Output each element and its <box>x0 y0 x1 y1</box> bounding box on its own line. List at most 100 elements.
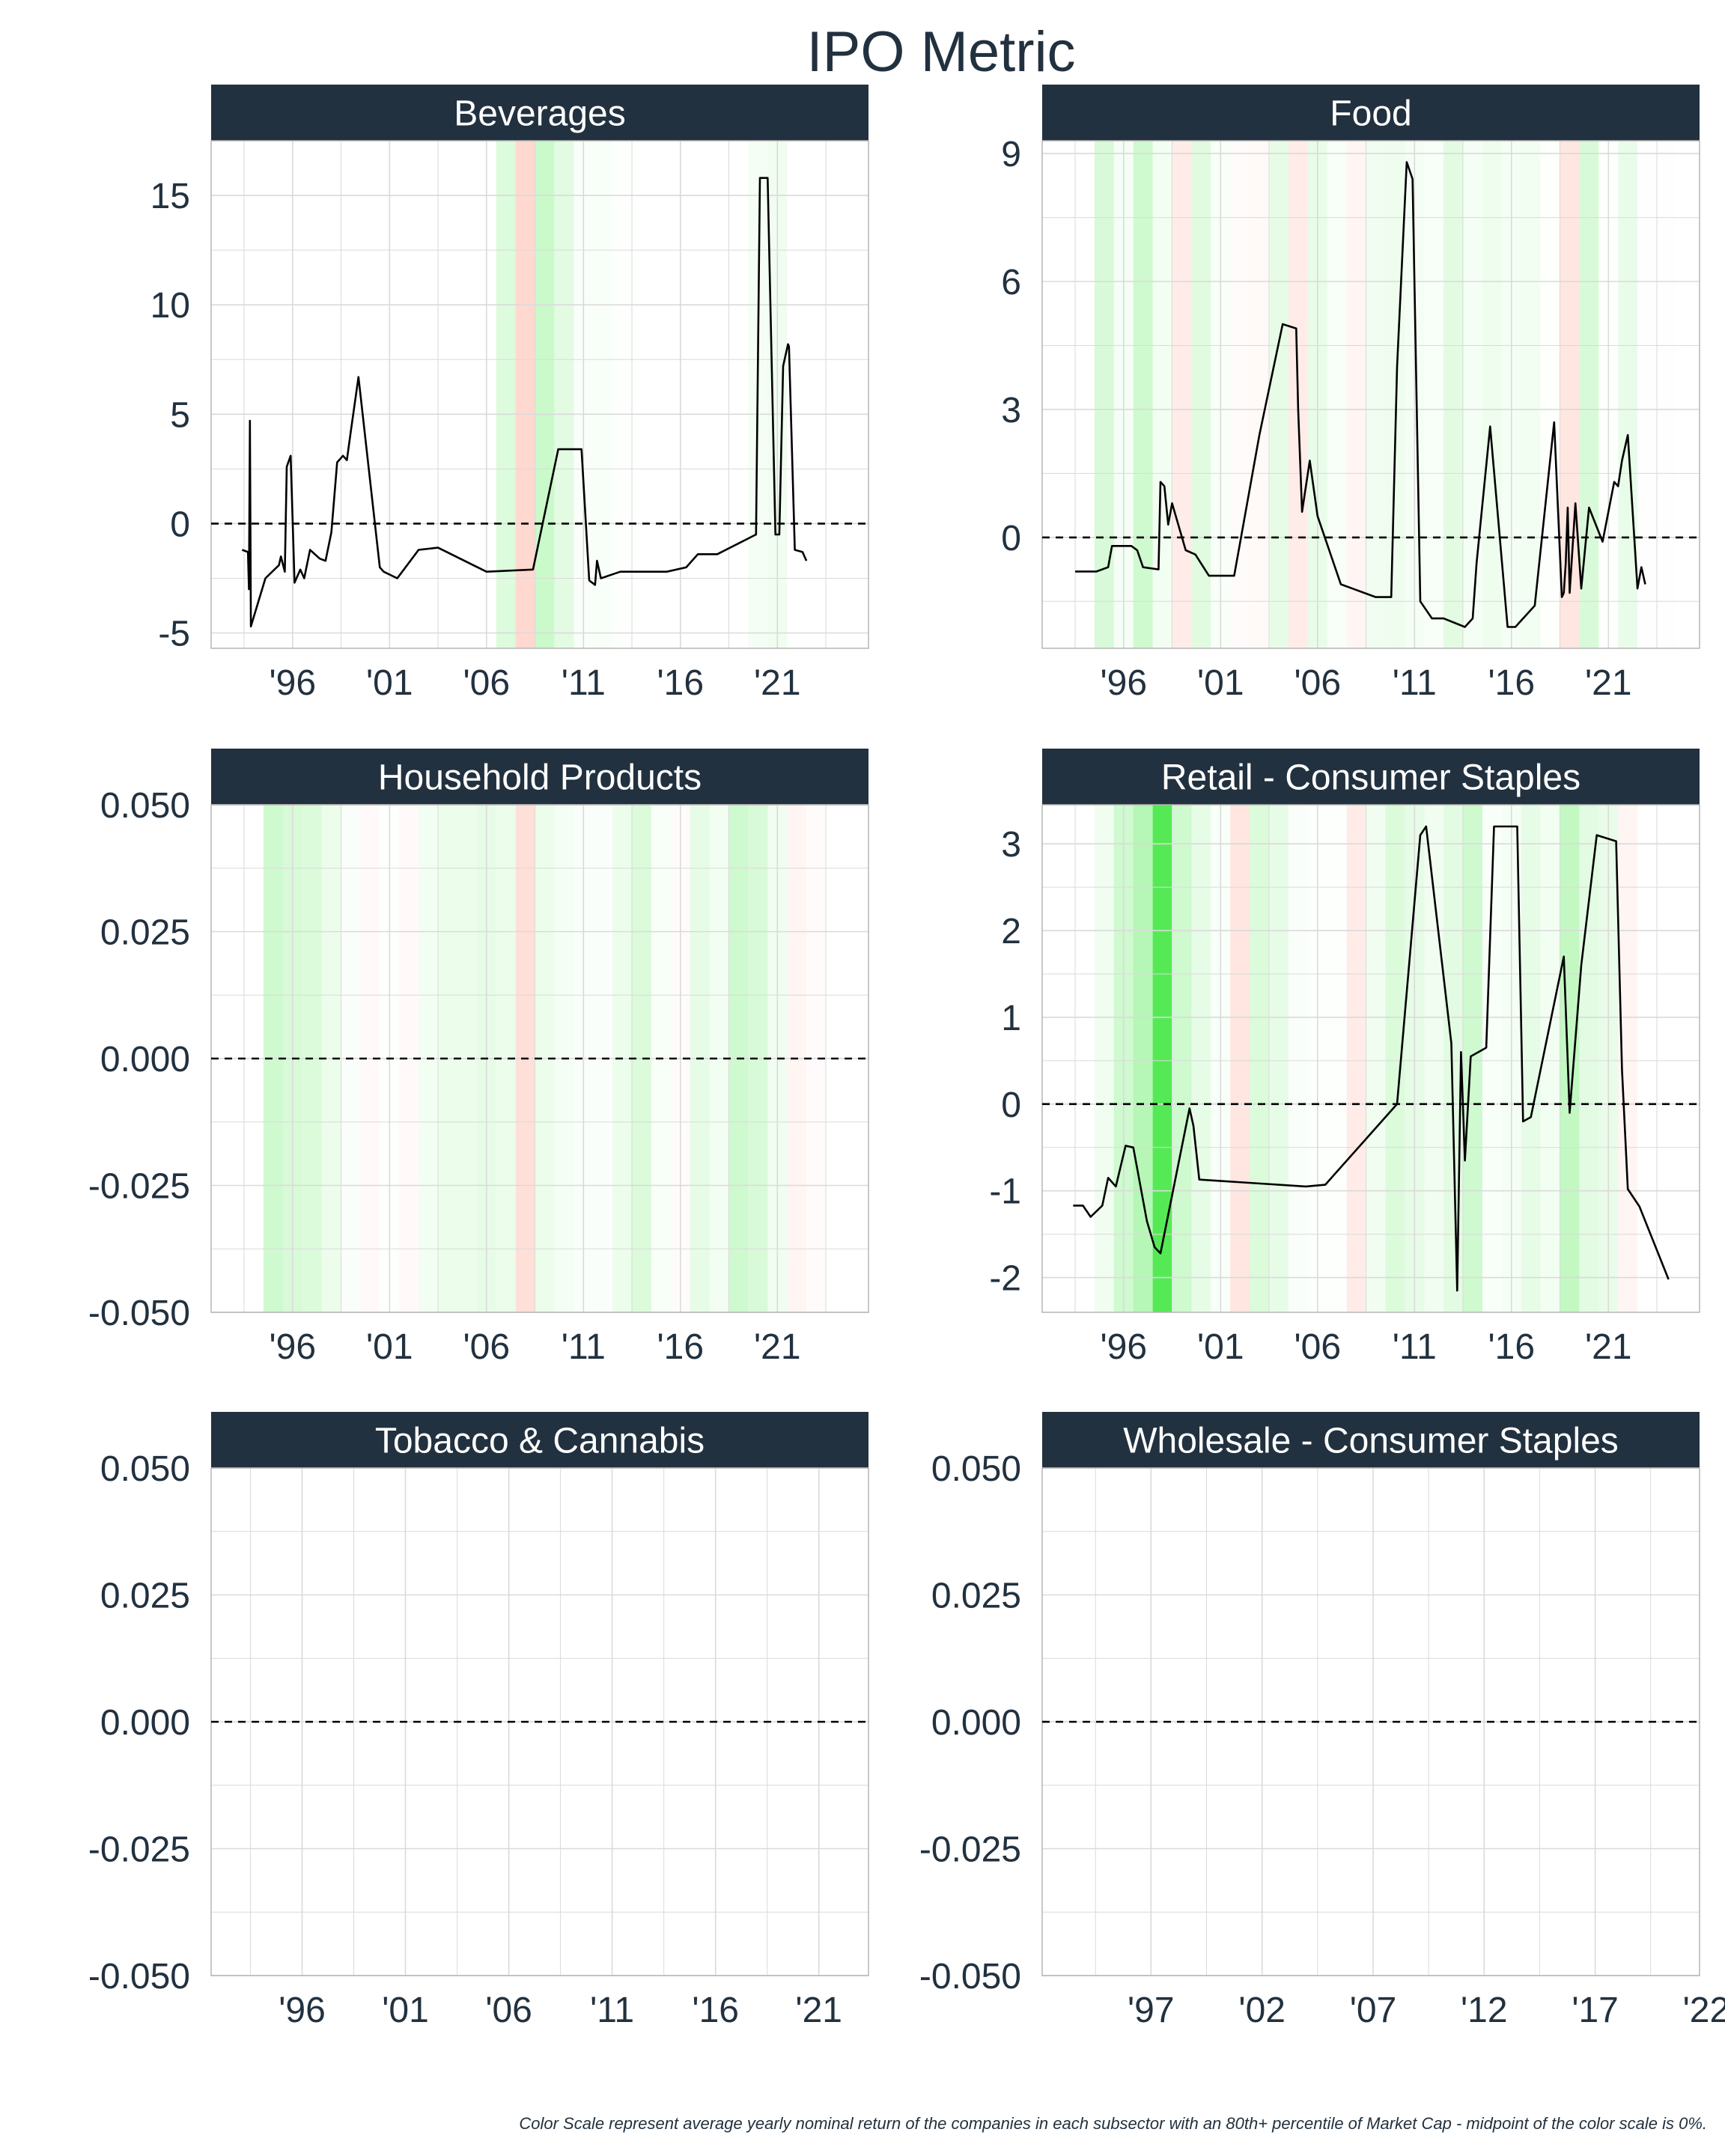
y-tick-label: 0.000 <box>100 1703 190 1743</box>
color-band <box>1366 141 1386 648</box>
color-band <box>1172 141 1192 648</box>
color-band <box>1250 141 1269 648</box>
x-tick-label: '96 <box>279 1991 326 2030</box>
grid <box>1042 805 1700 1312</box>
facet-title: Household Products <box>378 758 702 798</box>
color-band <box>1521 805 1541 1312</box>
color-bands <box>1094 141 1676 648</box>
x-tick-label: '16 <box>657 1327 705 1367</box>
color-band <box>1094 805 1114 1312</box>
x-tick-label: '01 <box>366 663 413 703</box>
x-tick-label: '06 <box>1294 663 1342 703</box>
color-band <box>1657 141 1676 648</box>
facet-panel: Wholesale - Consumer Staples '97 '02 '07 '12… <box>919 1412 1725 2030</box>
x-tick-label: '01 <box>366 1327 413 1367</box>
color-bands <box>496 141 788 648</box>
color-band <box>1289 805 1308 1312</box>
color-band <box>1250 805 1269 1312</box>
y-tick-label: 0.050 <box>100 786 190 826</box>
series-line <box>1073 825 1670 1292</box>
x-tick-label: '12 <box>1461 1991 1508 2030</box>
facet-title: Beverages <box>454 94 625 134</box>
series-line <box>241 177 808 628</box>
x-tick-label: '16 <box>1488 1327 1536 1367</box>
x-tick-label: '02 <box>1238 1991 1286 2030</box>
y-tick-label: 0.025 <box>100 913 190 953</box>
y-tick-label: -5 <box>158 615 190 654</box>
color-band <box>1560 805 1580 1312</box>
y-tick-label: 0.025 <box>100 1577 190 1616</box>
color-band <box>1443 805 1463 1312</box>
panel-border <box>1041 140 1700 649</box>
series-line <box>1075 161 1646 628</box>
color-band <box>1521 141 1541 648</box>
facet-strip <box>1042 85 1700 141</box>
y-tick-label: -1 <box>989 1172 1021 1212</box>
x-tick-label: '22 <box>1683 1991 1725 2030</box>
panel-border <box>1041 804 1700 1313</box>
y-tick-label: 5 <box>170 395 190 435</box>
facet-strip <box>1042 749 1700 805</box>
color-band <box>1346 805 1366 1312</box>
x-tick-label: '96 <box>1101 663 1148 703</box>
color-band <box>1579 805 1599 1312</box>
y-tick-label: 9 <box>1001 135 1021 174</box>
facet-title: Retail - Consumer Staples <box>1161 758 1581 798</box>
facet-panel: Household Products '96 '01 '06 '11 '16 '21 -0.0… <box>88 749 869 1367</box>
color-band <box>1133 805 1153 1312</box>
y-tick-label: 0.000 <box>100 1040 190 1079</box>
x-tick-label: '21 <box>1585 1327 1632 1367</box>
y-tick-label: -0.050 <box>88 1957 190 1997</box>
y-tick-label: 0 <box>170 505 190 544</box>
y-tick-label: 1 <box>1001 999 1021 1038</box>
y-tick-label: -0.050 <box>88 1294 190 1333</box>
color-band <box>535 141 555 648</box>
color-band <box>1424 805 1444 1312</box>
x-tick-label: '11 <box>562 663 606 703</box>
x-tick-label: '11 <box>590 1991 634 2030</box>
x-tick-label: '06 <box>463 1327 511 1367</box>
x-tick-label: '97 <box>1128 1991 1175 2030</box>
facet-panel: Tobacco & Cannabis '96 '01 '06 '11 '16 '21 -0.0… <box>88 1412 869 2030</box>
color-band <box>1191 141 1211 648</box>
facet-strip <box>211 749 868 805</box>
x-tick-label: '11 <box>1393 1327 1437 1367</box>
color-band <box>1152 805 1172 1312</box>
y-tick-label: 10 <box>150 286 190 326</box>
y-tick-label: 0.025 <box>931 1577 1021 1616</box>
color-band <box>1541 141 1560 648</box>
figure-title: IPO Metric <box>807 20 1076 84</box>
y-tick-label: 0 <box>1001 519 1021 558</box>
facet-panel: Food '96 '01 '06 '11 '16 '21 0 3 6 9 <box>1001 85 1700 703</box>
x-tick-label: '21 <box>795 1991 842 2030</box>
facet-strip <box>211 1412 868 1468</box>
y-tick-label: 6 <box>1001 263 1021 302</box>
facet-panel: Beverages '96 '01 '06 '11 '16 '21 -5 0 5 10 15 <box>150 85 869 703</box>
facet-strip <box>211 85 868 141</box>
x-tick-label: '01 <box>382 1991 429 2030</box>
color-band <box>1269 141 1289 648</box>
facet-panels: Beverages'96'01'06'11'16'21-5051015Food'… <box>88 85 1725 2030</box>
x-tick-label: '11 <box>562 1327 606 1367</box>
x-tick-label: '96 <box>270 1327 317 1367</box>
color-band <box>1152 141 1172 648</box>
y-tick-label: -0.025 <box>88 1830 190 1870</box>
color-band <box>1269 805 1289 1312</box>
x-tick-label: '11 <box>1393 663 1437 703</box>
color-band <box>1463 805 1482 1312</box>
color-band <box>1463 141 1482 648</box>
color-band <box>1366 805 1386 1312</box>
x-tick-label: '96 <box>270 663 317 703</box>
x-tick-label: '21 <box>754 1327 801 1367</box>
y-tick-label: 3 <box>1001 825 1021 865</box>
color-band <box>1618 141 1638 648</box>
x-tick-label: '16 <box>692 1991 739 2030</box>
plot-background <box>1042 141 1700 648</box>
color-band <box>1579 141 1599 648</box>
color-band <box>496 141 516 648</box>
x-tick-label: '06 <box>1294 1327 1342 1367</box>
color-band <box>1482 141 1502 648</box>
x-tick-label: '07 <box>1350 1991 1397 2030</box>
x-tick-label: '16 <box>657 663 705 703</box>
y-tick-label: 3 <box>1001 391 1021 430</box>
